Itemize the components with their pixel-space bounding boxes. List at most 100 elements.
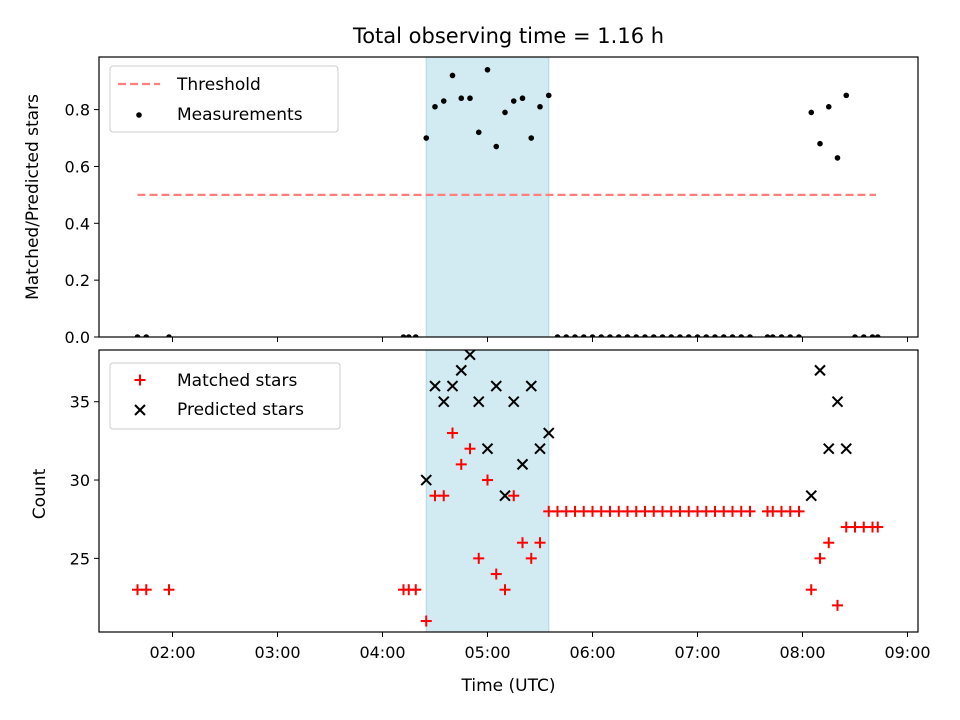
predicted-star-point	[499, 489, 511, 502]
measurement-point	[528, 135, 535, 141]
predicted-star-point-b	[499, 489, 511, 502]
measurement-point	[668, 334, 675, 337]
matched-star-point	[508, 490, 520, 502]
legend-measurements-swatch	[136, 112, 142, 118]
matched-star-point	[447, 427, 458, 439]
predicted-star-point-b	[455, 364, 467, 377]
predicted-star-point-b	[840, 442, 852, 455]
predicted-star-point	[840, 442, 852, 455]
bottom-plot-area	[132, 350, 884, 627]
predicted-star-point-b	[446, 380, 459, 392]
measurement-point	[874, 334, 881, 337]
top-plot-area	[134, 66, 881, 337]
predicted-star-point-b	[814, 364, 826, 377]
measurement-point	[729, 334, 736, 337]
top-axes-frame	[98, 56, 919, 338]
predicted-star-point-b	[543, 427, 555, 439]
matched-star-point	[525, 552, 537, 564]
predicted-star-point	[473, 395, 485, 408]
bottom-highlight-span	[425, 349, 550, 633]
bottom-y-tick-label: 30	[70, 471, 90, 490]
matched-star-point	[744, 505, 756, 517]
measurement-point	[852, 334, 858, 337]
x-tick-label: 04:00	[359, 643, 405, 662]
measurement-point	[432, 103, 438, 110]
measurement-point	[554, 334, 561, 337]
measurement-point	[537, 103, 543, 110]
measurement-point	[703, 334, 710, 337]
predicted-star-point	[534, 442, 546, 455]
measurement-point	[808, 109, 815, 116]
measurement-point	[769, 334, 776, 337]
measurement-point	[598, 334, 605, 337]
matched-star-point	[473, 552, 485, 564]
bottom-axes-frame	[98, 349, 919, 633]
predicted-star-point	[508, 395, 520, 408]
measurement-point	[607, 334, 613, 337]
measurement-point	[545, 92, 552, 99]
predicted-star-point	[543, 427, 555, 439]
x-axis-label: Time (UTC)	[461, 676, 556, 696]
predicted-star-point	[490, 380, 502, 392]
measurement-point	[642, 334, 648, 337]
top-legend-box	[109, 65, 339, 133]
matched-star-point	[832, 599, 843, 611]
predicted-star-point-b	[534, 442, 546, 455]
predicted-star-point	[446, 380, 459, 392]
measurement-point	[659, 334, 666, 337]
x-tick-label: 09:00	[884, 643, 930, 662]
top-y-tick-label: 0.4	[65, 214, 90, 233]
legend-matched-label: Matched stars	[177, 371, 297, 391]
predicted-star-point-b	[805, 489, 817, 502]
matched-star-point	[805, 584, 817, 596]
top-y-axis-label: Matched/Predicted stars	[23, 94, 43, 300]
x-tick-label: 06:00	[569, 643, 615, 662]
matched-star-point	[163, 584, 175, 596]
x-tick-label: 05:00	[464, 643, 510, 662]
predicted-star-point-b	[490, 380, 502, 392]
bottom-panel: 25 30 35 02:00 03:00 04:00 05:00 06:00 07:00 08:0…	[70, 349, 931, 662]
predicted-star-point	[481, 442, 494, 455]
predicted-star-point-b	[508, 395, 520, 408]
measurement-point	[475, 129, 482, 136]
measurement-point	[423, 135, 430, 141]
predicted-star-point-b	[473, 395, 485, 408]
legend-matched-swatch	[134, 374, 146, 386]
predicted-star-point-b	[831, 395, 844, 408]
measurement-point	[412, 334, 419, 337]
measurement-point	[484, 66, 491, 73]
measurement-point	[580, 334, 587, 337]
predicted-star-point-b	[516, 458, 529, 471]
measurement-point	[747, 334, 753, 337]
measurement-point	[519, 95, 526, 102]
measurement-point	[694, 334, 701, 337]
measurement-point	[440, 98, 447, 104]
measurement-point	[817, 140, 823, 147]
measurement-point	[677, 334, 683, 337]
matched-star-point	[517, 537, 528, 549]
measurement-point	[843, 92, 850, 99]
matched-star-point	[823, 537, 835, 549]
x-tick-label: 08:00	[779, 643, 825, 662]
measurement-point	[143, 334, 150, 337]
bottom-y-tick-label: 35	[70, 393, 90, 412]
matched-star-point	[410, 584, 422, 596]
bottom-y-axis-label: Count	[30, 468, 50, 519]
predicted-star-point	[805, 489, 817, 502]
x-tick-label: 02:00	[149, 643, 195, 662]
measurement-point	[720, 334, 727, 337]
matched-star-point	[420, 615, 432, 627]
legend-predicted-swatch	[134, 404, 146, 416]
measurement-point	[493, 143, 500, 150]
bottom-legend-box	[109, 362, 341, 430]
measurement-point	[825, 103, 832, 110]
top-y-tick-label: 0.6	[65, 157, 90, 176]
predicted-star-point	[516, 458, 529, 471]
measurement-point	[712, 334, 718, 337]
matched-star-point	[438, 490, 450, 502]
measurement-point	[134, 334, 141, 337]
predicted-star-point	[438, 395, 450, 408]
measurement-point	[510, 98, 517, 104]
predicted-star-point-b	[438, 395, 450, 408]
predicted-star-point-b	[420, 474, 432, 486]
